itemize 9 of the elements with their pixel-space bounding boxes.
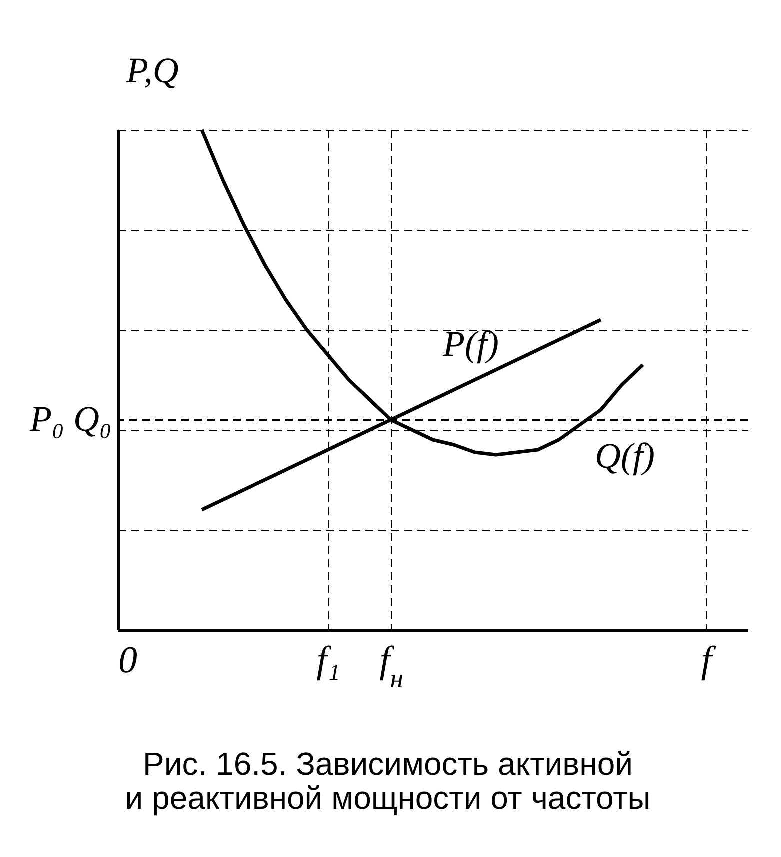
x-tick-label: 0 [118,640,138,682]
x-tick-label: f₁ [316,640,340,682]
x-tick-label: f$_{н}$ [380,640,404,694]
x-tick-label: f [701,640,716,682]
y-axis-title: P,Q [126,50,179,90]
series-label: P(f) [442,324,499,364]
text: Рис. 16.5. Зависимость активной и реактивной мощности от частоты [125,746,651,816]
ref-line-label: P₀ Q₀ [28,399,112,439]
series-label: Q(f) [595,436,655,476]
